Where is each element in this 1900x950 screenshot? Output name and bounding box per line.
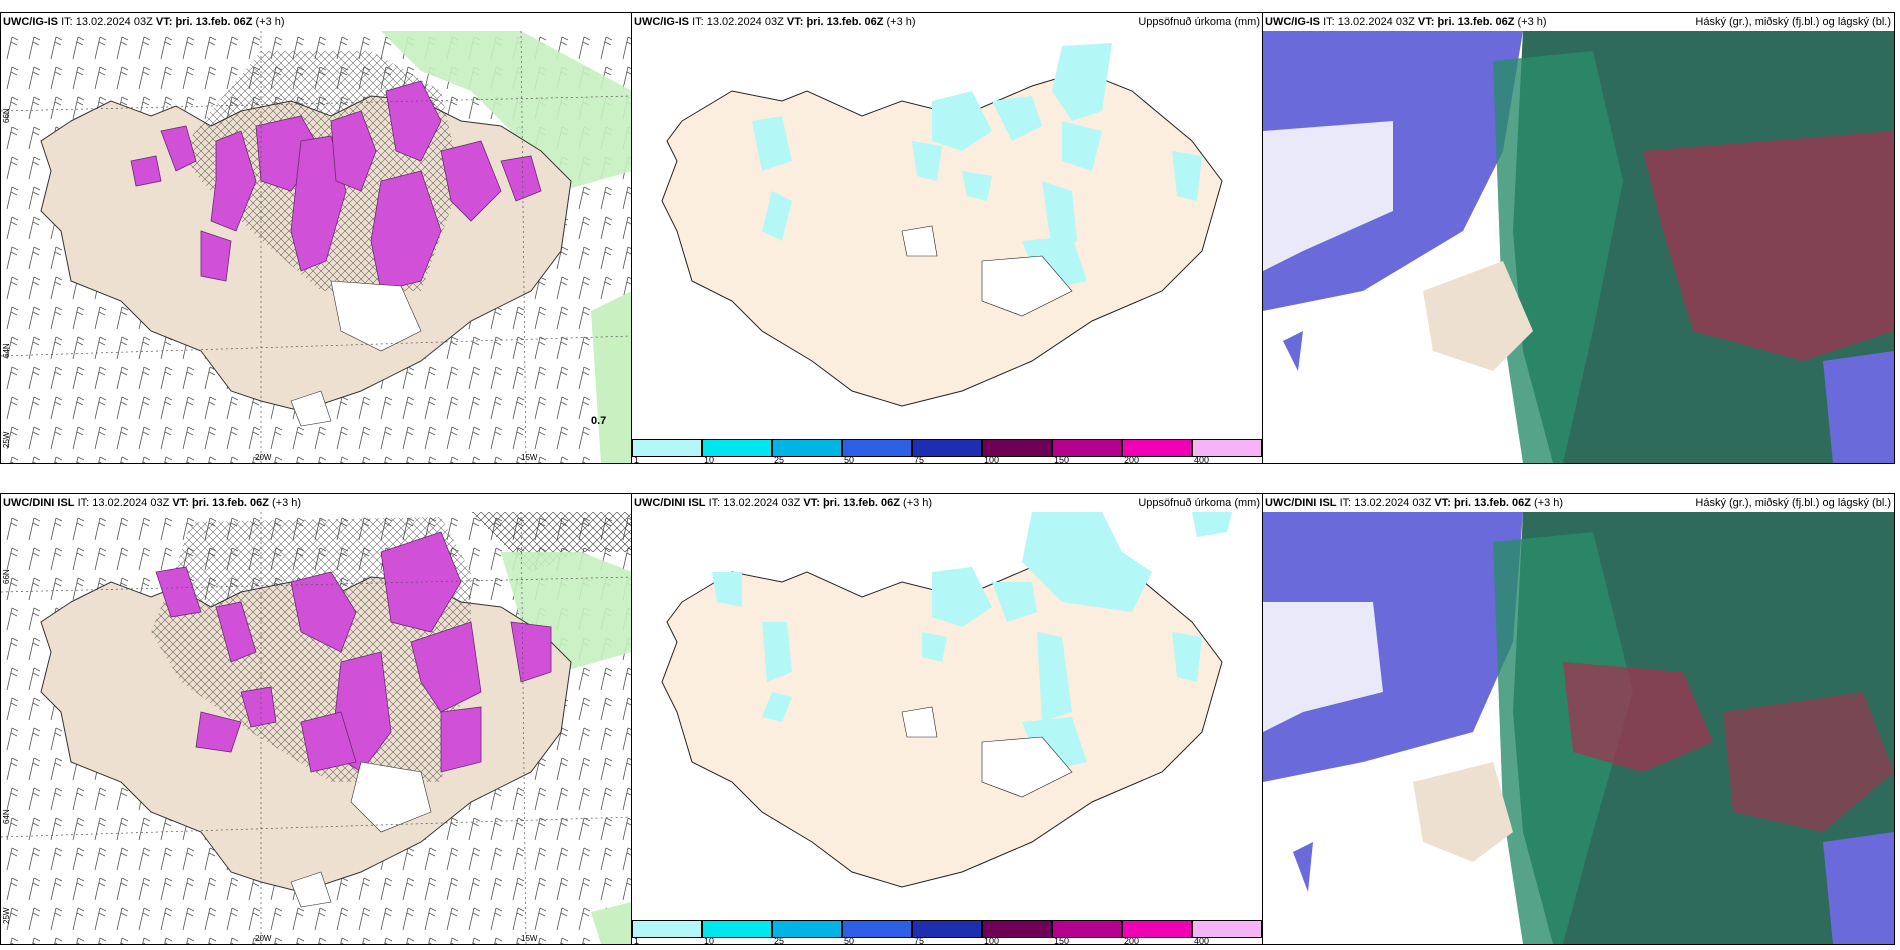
legend-swatch: [702, 920, 772, 938]
lat-label-66: 66N: [2, 569, 11, 584]
legend-tick-label: 50: [844, 455, 855, 464]
panel-title: UWC/IG-IS IT: 13.02.2024 03Z VT: þri. 13…: [1265, 16, 1547, 28]
legend-tick-label: 200: [1124, 455, 1140, 464]
lat-label-66: 66N: [2, 108, 11, 123]
lat-label-64: 64N: [2, 343, 11, 358]
legend-swatch: [1192, 920, 1262, 938]
lon-label-20: 20W: [255, 934, 272, 943]
legend-tick-label: 50: [844, 936, 855, 945]
legend-swatch: [772, 439, 842, 457]
legend-swatch: [1052, 439, 1122, 457]
legend-swatch: [772, 920, 842, 938]
precip-legend: 1 10 25 50 75 100 150 200 400: [632, 918, 1263, 944]
map-clouds: [1263, 31, 1894, 463]
lat-label-64: 64N: [2, 809, 11, 824]
precip-legend: 1 10 25 50 75 100 150 200 400: [632, 437, 1263, 463]
land-iceland: [661, 551, 1223, 888]
legend-swatch: [1122, 439, 1192, 457]
panel-row1-wind-snow: UWC/IG-IS IT: 13.02.2024 03Z VT: þri. 13…: [0, 12, 633, 464]
lon-label-25: 25W: [2, 907, 11, 924]
panel-subtitle: Háský (gr.), miðský (fj.bl.) og lágský (…: [1695, 497, 1891, 509]
map-precip: [632, 512, 1263, 922]
legend-swatch: [632, 920, 702, 938]
legend-swatch: [702, 439, 772, 457]
map-wind-snow: [1, 512, 632, 944]
lon-label-25: 25W: [2, 431, 11, 448]
legend-tick-label: 150: [1054, 455, 1070, 464]
map-clouds: [1263, 512, 1894, 944]
panel-row2-clouds: UWC/DINI ISL IT: 13.02.2024 03Z VT: þri.…: [1262, 493, 1895, 945]
map-precip: [632, 31, 1263, 441]
panel-row1-precip: UWC/IG-IS IT: 13.02.2024 03Z VT: þri. 13…: [631, 12, 1264, 464]
map-wind-snow: [1, 31, 632, 463]
legend-tick-label: 1: [634, 936, 640, 945]
corner-value: 0.7: [591, 415, 607, 427]
legend-tick-label: 200: [1124, 936, 1140, 945]
panel-title: UWC/IG-IS IT: 13.02.2024 03Z VT: þri. 13…: [634, 16, 916, 28]
legend-swatch: [1192, 439, 1262, 457]
legend-swatch: [1122, 920, 1192, 938]
legend-swatch: [982, 439, 1052, 457]
panel-title: UWC/DINI ISL IT: 13.02.2024 03Z VT: þri.…: [634, 497, 933, 509]
panel-title: UWC/DINI ISL IT: 13.02.2024 03Z VT: þri.…: [3, 497, 302, 509]
legend-tick-label: 150: [1054, 936, 1070, 945]
panel-row2-wind-snow: UWC/DINI ISL IT: 13.02.2024 03Z VT: þri.…: [0, 493, 633, 945]
legend-swatch: [982, 920, 1052, 938]
lon-label-15: 15W: [521, 934, 538, 943]
panel-row1-clouds: UWC/IG-IS IT: 13.02.2024 03Z VT: þri. 13…: [1262, 12, 1895, 464]
legend-tick-label: 1: [634, 455, 640, 464]
panel-subtitle: Háský (gr.), miðský (fj.bl.) og lágský (…: [1695, 16, 1891, 28]
legend-tick-label: 400: [1194, 455, 1210, 464]
legend-tick-label: 75: [914, 936, 925, 945]
panel-title: UWC/DINI ISL IT: 13.02.2024 03Z VT: þri.…: [1265, 497, 1564, 509]
legend-tick-label: 10: [704, 455, 715, 464]
legend-swatch: [912, 439, 982, 457]
panel-subtitle: Uppsöfnuð úrkoma (mm): [1138, 16, 1260, 28]
legend-swatch: [842, 920, 912, 938]
legend-swatch: [842, 439, 912, 457]
legend-swatch: [912, 920, 982, 938]
panel-title: UWC/IG-IS IT: 13.02.2024 03Z VT: þri. 13…: [3, 16, 285, 28]
legend-tick-label: 400: [1194, 936, 1210, 945]
legend-tick-label: 100: [984, 936, 1000, 945]
legend-tick-label: 100: [984, 455, 1000, 464]
legend-swatch: [632, 439, 702, 457]
legend-tick-label: 25: [774, 455, 785, 464]
legend-swatch: [1052, 920, 1122, 938]
legend-tick-label: 25: [774, 936, 785, 945]
panel-subtitle: Uppsöfnuð úrkoma (mm): [1138, 497, 1260, 509]
legend-tick-label: 10: [704, 936, 715, 945]
lon-label-20: 20W: [255, 453, 272, 462]
lon-label-15: 15W: [521, 453, 538, 462]
legend-tick-label: 75: [914, 455, 925, 464]
panel-row2-precip: UWC/DINI ISL IT: 13.02.2024 03Z VT: þri.…: [631, 493, 1264, 945]
